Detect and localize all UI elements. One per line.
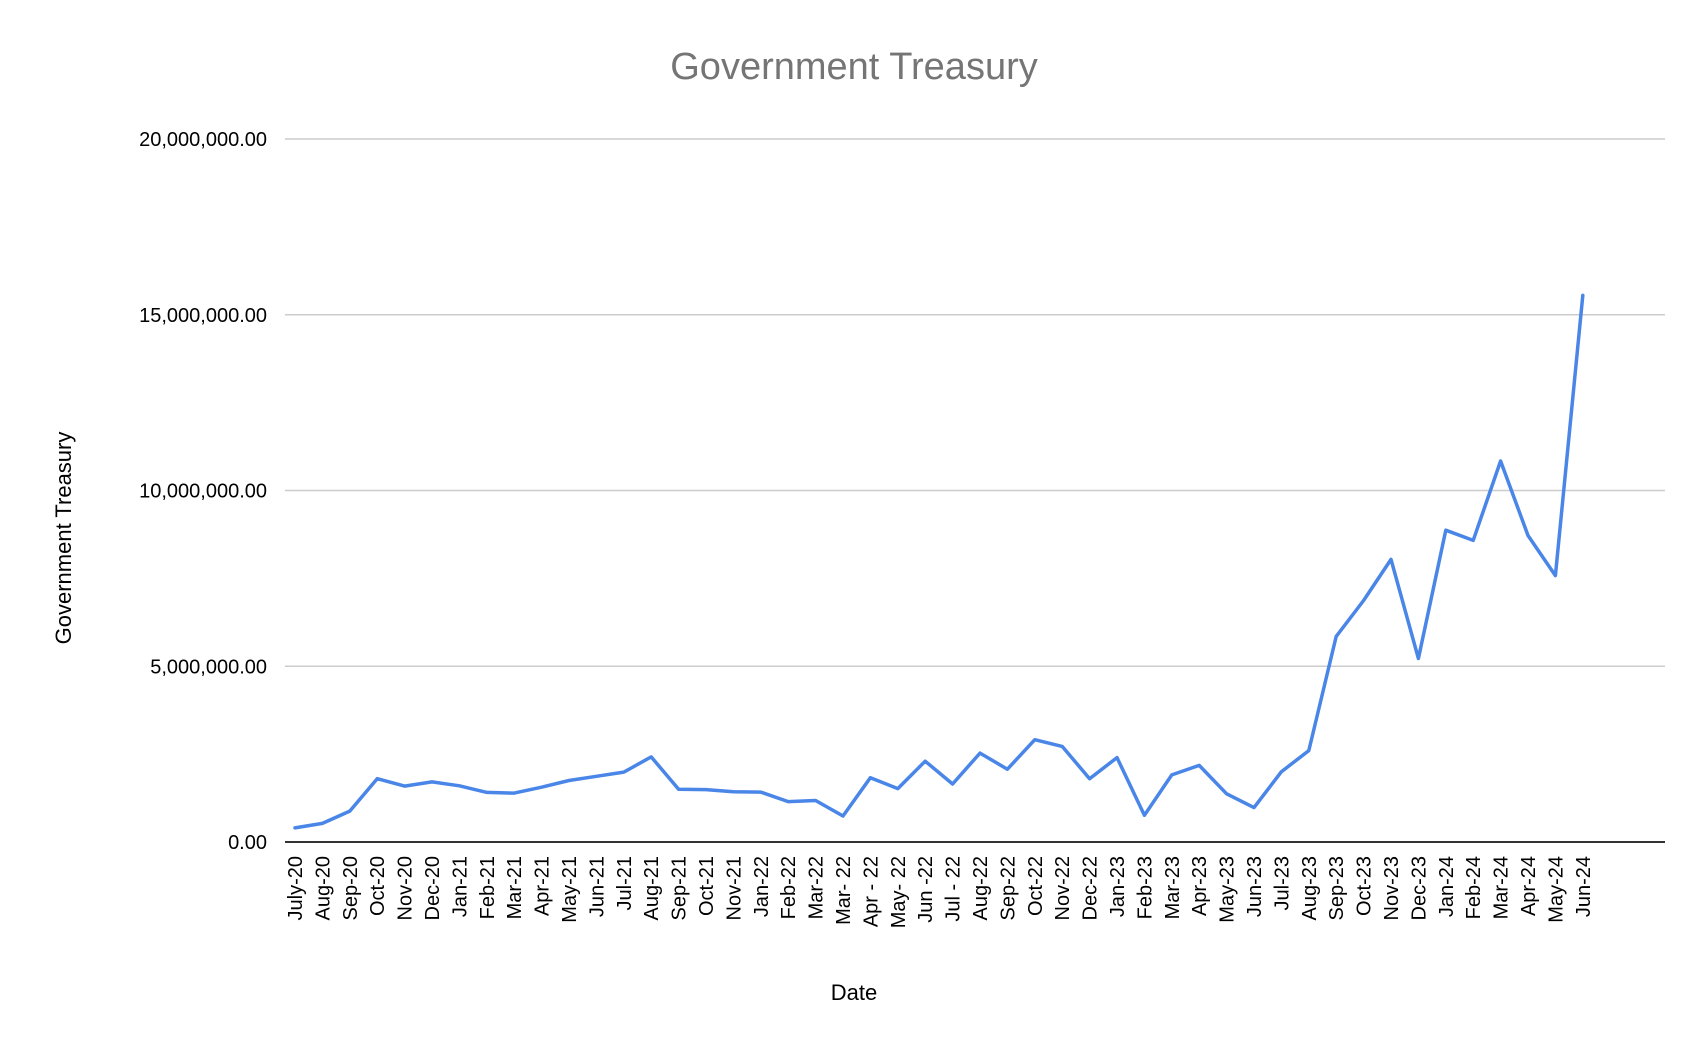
x-tick-label: Nov-23 xyxy=(1381,856,1403,920)
x-axis-label: Date xyxy=(830,980,878,1005)
x-tick-label: May-23 xyxy=(1217,856,1239,923)
x-tick-label: Mar-24 xyxy=(1491,856,1513,919)
x-tick-label: Jan-24 xyxy=(1436,856,1458,917)
x-tick-label: Apr-21 xyxy=(532,856,554,916)
x-tick-label: Feb-24 xyxy=(1463,856,1485,919)
x-tick-label: Feb-21 xyxy=(477,856,499,919)
x-tick-label: Jan-22 xyxy=(751,856,773,917)
x-tick-label: Mar-22 xyxy=(806,856,828,919)
x-tick-label: Nov-21 xyxy=(723,856,745,920)
x-tick-label: Sep-20 xyxy=(340,856,362,921)
x-tick-label: Feb-23 xyxy=(1134,856,1156,919)
x-tick-label: Mar- 22 xyxy=(833,856,855,925)
x-tick-label: Jul-21 xyxy=(614,856,636,910)
y-axis-label: Government Treasury xyxy=(51,431,76,645)
x-tick-label: Apr-24 xyxy=(1518,856,1540,916)
x-tick-label: May-21 xyxy=(559,856,581,923)
x-tick-label: Jul-23 xyxy=(1271,856,1293,910)
x-tick-label: Oct-22 xyxy=(1025,856,1047,916)
series-line xyxy=(293,293,1585,830)
x-tick-label: Sep-23 xyxy=(1326,856,1348,921)
x-tick-label: May- 22 xyxy=(888,856,910,928)
x-tick-label: May-24 xyxy=(1545,856,1567,923)
x-tick-label: Dec-20 xyxy=(422,856,444,920)
x-tick-label: July-20 xyxy=(285,856,307,920)
x-tick-label: Jun -22 xyxy=(915,856,937,923)
x-tick-label: Dec-22 xyxy=(1080,856,1102,920)
x-tick-label: Aug-23 xyxy=(1299,856,1321,921)
y-tick-label: 15,000,000.00 xyxy=(139,305,267,327)
x-tick-label: Aug-22 xyxy=(970,856,992,921)
x-tick-label: Oct-21 xyxy=(696,856,718,916)
x-tick-label: Apr - 22 xyxy=(860,856,882,927)
chart-title: Government Treasury xyxy=(670,46,1038,88)
x-tick-label: Mar-23 xyxy=(1162,856,1184,919)
x-tick-label: Sep-22 xyxy=(997,856,1019,921)
x-tick-label: Aug-21 xyxy=(641,856,663,921)
x-tick-label: Jan-21 xyxy=(449,856,471,917)
y-tick-label: 10,000,000.00 xyxy=(139,481,267,503)
x-tick-label: Oct-20 xyxy=(367,856,389,916)
y-tick-label: 5,000,000.00 xyxy=(150,656,267,678)
x-tick-label: Jan-23 xyxy=(1107,856,1129,917)
x-tick-label: Dec-23 xyxy=(1408,856,1430,920)
x-tick-label: Feb-22 xyxy=(778,856,800,919)
x-tick-label: Nov-20 xyxy=(395,856,417,920)
x-tick-label: Jun-24 xyxy=(1573,856,1595,917)
x-tick-label: Jul - 22 xyxy=(943,856,965,922)
y-tick-label: 0.00 xyxy=(228,832,267,854)
x-tick-label: Jun-23 xyxy=(1244,856,1266,917)
x-tick-label: Mar-21 xyxy=(504,856,526,919)
x-tick-label: Aug-20 xyxy=(312,856,334,921)
x-tick-label: Apr-23 xyxy=(1189,856,1211,916)
y-tick-label: 20,000,000.00 xyxy=(139,129,267,151)
x-tick-label: Sep-21 xyxy=(669,856,691,921)
x-tick-label: Oct-23 xyxy=(1354,856,1376,916)
x-tick-label: Jun-21 xyxy=(586,856,608,917)
x-tick-label: Nov-22 xyxy=(1052,856,1074,920)
